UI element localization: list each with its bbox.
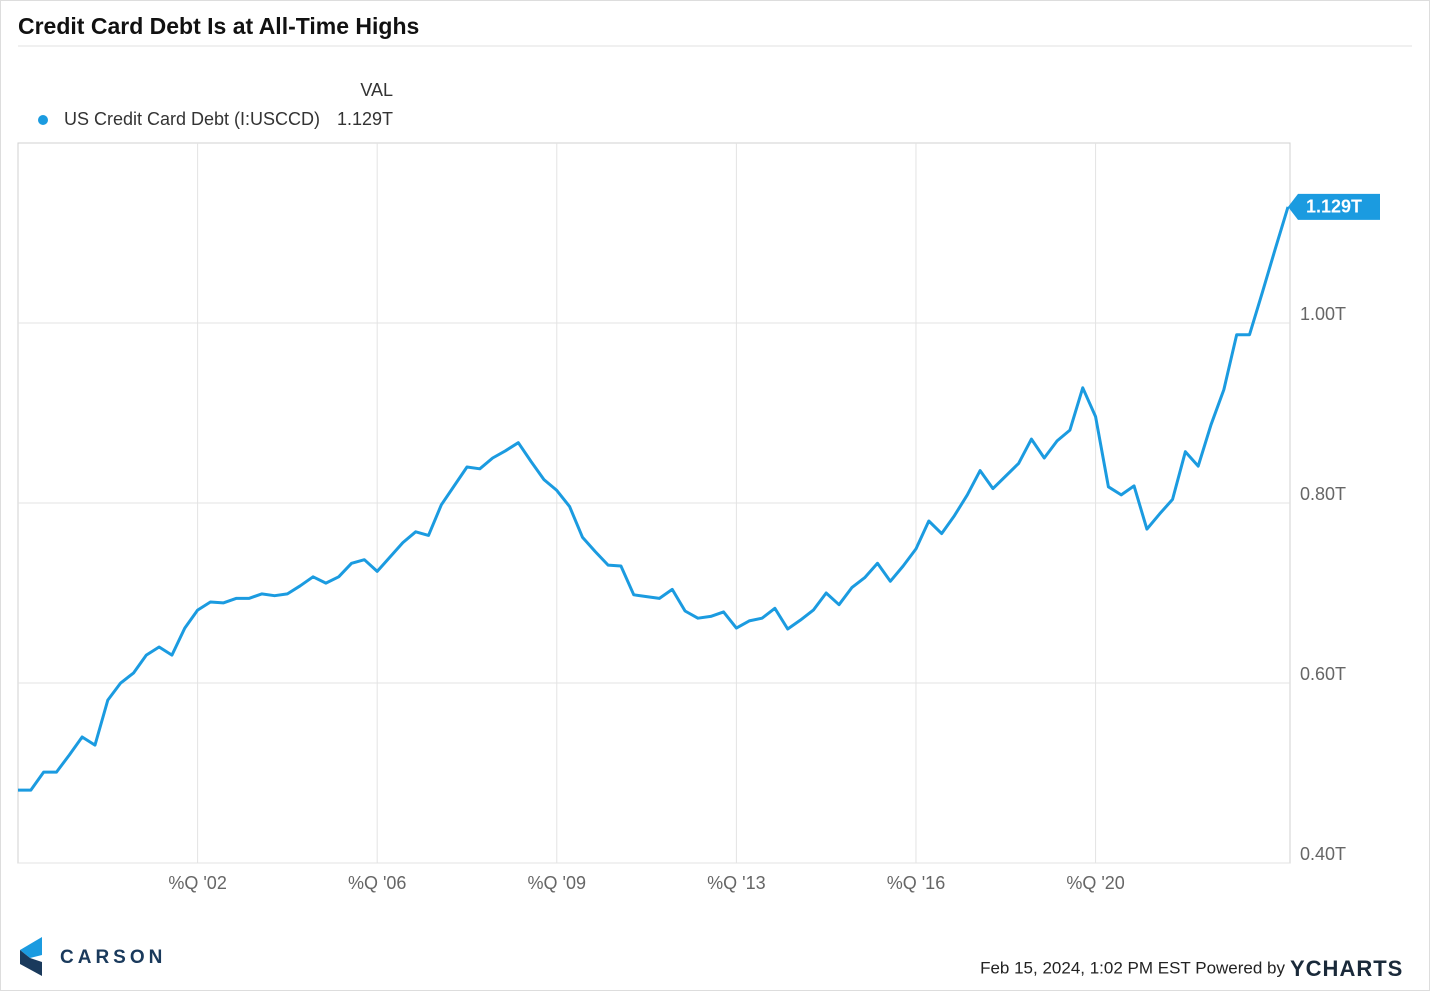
y-tick-label: 0.40T — [1300, 844, 1346, 864]
chart-title: Credit Card Debt Is at All-Time Highs — [18, 13, 419, 39]
brand: CARSON — [60, 947, 166, 968]
y-tick-label: 0.80T — [1300, 484, 1346, 504]
logo-mark — [20, 937, 42, 958]
data-line — [18, 206, 1290, 792]
x-tick-label: %Q '02 — [168, 873, 226, 893]
legend-marker — [38, 115, 48, 125]
provider: YCHARTS — [1290, 956, 1403, 981]
x-tick-label: %Q '20 — [1066, 873, 1124, 893]
latest-tag — [1288, 193, 1380, 220]
carson-logo — [20, 937, 42, 976]
legend-value: 1.129T — [337, 109, 393, 129]
legend-header: VAL — [360, 80, 393, 100]
y-tick-label: 1.00T — [1300, 304, 1346, 324]
x-tick-label: %Q '13 — [707, 873, 765, 893]
logo-mark — [20, 950, 42, 976]
y-tick-label: 0.60T — [1300, 664, 1346, 684]
legend-label: US Credit Card Debt (I:USCCD) — [64, 109, 320, 129]
timestamp: Feb 15, 2024, 1:02 PM EST Powered by — [980, 958, 1285, 977]
x-tick-label: %Q '16 — [887, 873, 945, 893]
x-tick-label: %Q '06 — [348, 873, 406, 893]
latest-label: 1.129T — [1306, 197, 1362, 217]
x-tick-label: %Q '09 — [528, 873, 586, 893]
